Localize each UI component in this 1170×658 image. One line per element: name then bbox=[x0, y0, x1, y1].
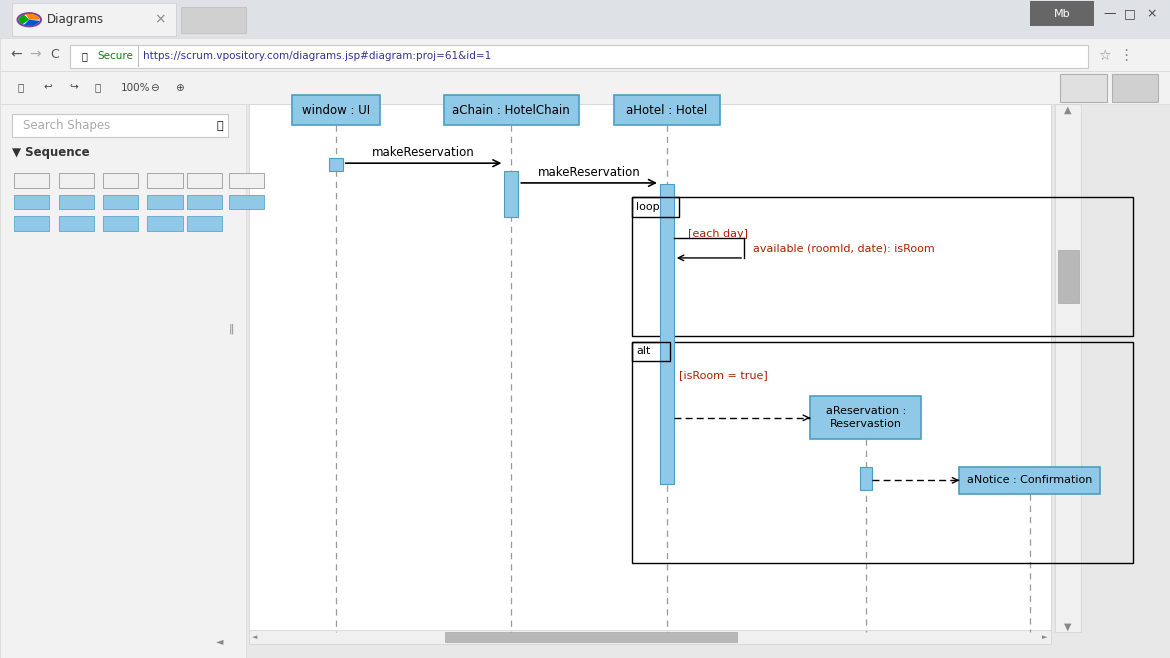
FancyBboxPatch shape bbox=[14, 216, 49, 231]
Text: C: C bbox=[50, 48, 60, 61]
Text: Secure: Secure bbox=[97, 51, 133, 61]
Circle shape bbox=[18, 13, 41, 26]
Text: ⊖: ⊖ bbox=[150, 82, 158, 93]
Text: ▼: ▼ bbox=[1065, 621, 1072, 632]
Text: ‖: ‖ bbox=[229, 324, 234, 334]
FancyBboxPatch shape bbox=[1112, 74, 1158, 102]
FancyBboxPatch shape bbox=[58, 173, 94, 188]
FancyBboxPatch shape bbox=[810, 396, 922, 440]
Text: [isRoom = true]: [isRoom = true] bbox=[679, 370, 768, 380]
FancyBboxPatch shape bbox=[187, 216, 222, 231]
Text: Diagrams: Diagrams bbox=[47, 13, 104, 26]
Text: ⊕: ⊕ bbox=[176, 82, 184, 93]
Text: makeReservation: makeReservation bbox=[372, 146, 475, 159]
Text: ►: ► bbox=[1042, 634, 1047, 640]
FancyBboxPatch shape bbox=[249, 104, 1051, 632]
FancyBboxPatch shape bbox=[147, 195, 183, 209]
Text: Search Shapes: Search Shapes bbox=[23, 119, 111, 132]
FancyBboxPatch shape bbox=[329, 158, 343, 171]
FancyBboxPatch shape bbox=[103, 216, 138, 231]
FancyBboxPatch shape bbox=[70, 45, 1088, 68]
FancyBboxPatch shape bbox=[504, 171, 518, 217]
FancyBboxPatch shape bbox=[249, 630, 1051, 644]
Text: ⋮: ⋮ bbox=[1117, 49, 1134, 63]
Text: ◄: ◄ bbox=[216, 636, 223, 647]
Wedge shape bbox=[23, 20, 40, 26]
Text: aNotice : Confirmation: aNotice : Confirmation bbox=[966, 475, 1093, 486]
FancyBboxPatch shape bbox=[1058, 250, 1079, 303]
FancyBboxPatch shape bbox=[103, 195, 138, 209]
Text: ×: × bbox=[154, 13, 166, 27]
Text: ×: × bbox=[1147, 7, 1156, 20]
FancyBboxPatch shape bbox=[14, 173, 49, 188]
FancyBboxPatch shape bbox=[1030, 1, 1094, 26]
FancyBboxPatch shape bbox=[12, 3, 175, 36]
Text: aHotel : Hotel: aHotel : Hotel bbox=[626, 104, 708, 116]
FancyBboxPatch shape bbox=[0, 104, 246, 658]
Text: ☆: ☆ bbox=[1099, 49, 1110, 63]
FancyBboxPatch shape bbox=[187, 173, 222, 188]
FancyBboxPatch shape bbox=[58, 195, 94, 209]
Text: alt: alt bbox=[636, 346, 651, 357]
Text: [each day]: [each day] bbox=[688, 228, 748, 239]
FancyBboxPatch shape bbox=[0, 71, 1170, 104]
FancyBboxPatch shape bbox=[181, 7, 246, 33]
FancyBboxPatch shape bbox=[103, 173, 138, 188]
Text: →: → bbox=[29, 47, 41, 62]
FancyBboxPatch shape bbox=[860, 467, 872, 490]
Text: 100%: 100% bbox=[121, 82, 150, 93]
Text: —: — bbox=[1103, 7, 1115, 20]
Text: □: □ bbox=[1124, 7, 1136, 20]
Text: ◄: ◄ bbox=[253, 634, 257, 640]
Text: ▲: ▲ bbox=[1065, 105, 1072, 115]
FancyBboxPatch shape bbox=[12, 114, 228, 137]
Text: ↪: ↪ bbox=[69, 82, 77, 93]
Text: https://scrum.vpository.com/diagrams.jsp#diagram:proj=61&id=1: https://scrum.vpository.com/diagrams.jsp… bbox=[143, 51, 491, 61]
FancyBboxPatch shape bbox=[614, 95, 720, 125]
Text: 🔍: 🔍 bbox=[216, 120, 223, 131]
Text: aChain : HotelChain: aChain : HotelChain bbox=[453, 104, 570, 116]
FancyBboxPatch shape bbox=[1060, 74, 1107, 102]
Text: 💾: 💾 bbox=[18, 82, 23, 93]
Text: makeReservation: makeReservation bbox=[538, 166, 640, 179]
FancyBboxPatch shape bbox=[14, 195, 49, 209]
FancyBboxPatch shape bbox=[291, 95, 379, 125]
FancyBboxPatch shape bbox=[445, 95, 578, 125]
FancyBboxPatch shape bbox=[147, 173, 183, 188]
Text: ↩: ↩ bbox=[43, 82, 51, 93]
Text: 🔍: 🔍 bbox=[95, 82, 101, 93]
FancyBboxPatch shape bbox=[1055, 104, 1081, 632]
FancyBboxPatch shape bbox=[187, 195, 222, 209]
Text: window : UI: window : UI bbox=[302, 104, 370, 116]
FancyBboxPatch shape bbox=[0, 38, 1170, 71]
Wedge shape bbox=[26, 14, 40, 20]
Text: ▼ Sequence: ▼ Sequence bbox=[12, 146, 89, 159]
FancyBboxPatch shape bbox=[229, 173, 264, 188]
FancyBboxPatch shape bbox=[147, 216, 183, 231]
FancyBboxPatch shape bbox=[0, 0, 1170, 38]
FancyBboxPatch shape bbox=[445, 632, 737, 642]
FancyBboxPatch shape bbox=[660, 184, 674, 484]
FancyBboxPatch shape bbox=[58, 216, 94, 231]
Text: aReservation :
Reservastion: aReservation : Reservastion bbox=[826, 406, 906, 430]
Text: loop: loop bbox=[636, 202, 660, 213]
Text: ←: ← bbox=[11, 47, 22, 62]
Text: available (roomId, date): isRoom: available (roomId, date): isRoom bbox=[753, 243, 935, 253]
Text: 🔒: 🔒 bbox=[81, 51, 88, 61]
FancyBboxPatch shape bbox=[229, 195, 264, 209]
Wedge shape bbox=[19, 14, 29, 24]
Text: Mb: Mb bbox=[1054, 9, 1071, 19]
FancyBboxPatch shape bbox=[959, 467, 1100, 494]
